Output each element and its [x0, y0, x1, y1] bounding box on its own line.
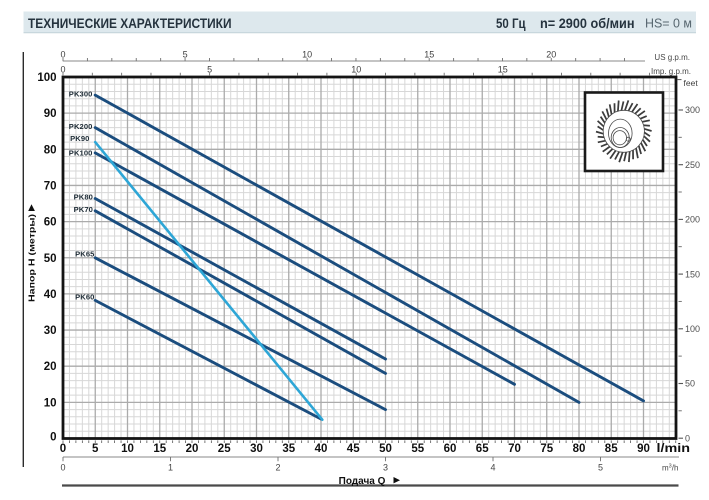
- svg-text:25: 25: [218, 443, 231, 455]
- svg-text:20: 20: [546, 49, 556, 59]
- svg-text:PK70: PK70: [74, 205, 93, 214]
- svg-text:30: 30: [250, 443, 263, 455]
- svg-text:3: 3: [383, 462, 388, 472]
- svg-text:Imp. g.p.m.: Imp. g.p.m.: [651, 67, 691, 76]
- svg-text:80: 80: [44, 144, 57, 156]
- svg-text:PK90: PK90: [70, 134, 89, 143]
- svg-text:10: 10: [351, 65, 361, 75]
- svg-text:0: 0: [685, 433, 690, 443]
- svg-text:300: 300: [685, 105, 700, 115]
- svg-text:45: 45: [347, 443, 360, 455]
- svg-text:50: 50: [379, 443, 392, 455]
- svg-text:40: 40: [44, 289, 57, 301]
- svg-text:150: 150: [685, 269, 700, 279]
- svg-text:0: 0: [60, 65, 65, 75]
- svg-text:20: 20: [44, 361, 57, 373]
- svg-text:5: 5: [598, 462, 603, 472]
- svg-text:0: 0: [50, 432, 56, 444]
- svg-text:2: 2: [275, 462, 280, 472]
- svg-text:4: 4: [490, 462, 495, 472]
- svg-text:l/min: l/min: [657, 443, 691, 455]
- svg-text:5: 5: [183, 49, 188, 59]
- svg-text:65: 65: [476, 443, 489, 455]
- svg-text:US g.p.m.: US g.p.m.: [654, 53, 690, 62]
- svg-text:60: 60: [444, 443, 457, 455]
- svg-text:5: 5: [92, 443, 99, 455]
- svg-text:30: 30: [44, 325, 57, 337]
- svg-text:10: 10: [302, 49, 312, 59]
- svg-text:250: 250: [685, 160, 700, 170]
- svg-text:feet: feet: [684, 78, 699, 88]
- svg-text:15: 15: [424, 49, 434, 59]
- svg-text:70: 70: [508, 443, 521, 455]
- svg-text:20: 20: [186, 443, 199, 455]
- svg-text:50 Гц: 50 Гц: [496, 16, 526, 31]
- svg-text:75: 75: [540, 443, 553, 455]
- svg-text:Подача Q: Подача Q: [339, 476, 386, 487]
- svg-text:ТЕХНИЧЕСКИЕ ХАРАКТЕРИСТИКИ: ТЕХНИЧЕСКИЕ ХАРАКТЕРИСТИКИ: [28, 15, 232, 31]
- svg-text:85: 85: [605, 443, 618, 455]
- svg-text:50: 50: [685, 379, 695, 389]
- svg-text:15: 15: [498, 65, 508, 75]
- svg-text:90: 90: [637, 443, 650, 455]
- svg-text:55: 55: [411, 443, 424, 455]
- svg-text:m3/h: m3/h: [662, 464, 678, 473]
- svg-text:40: 40: [315, 443, 328, 455]
- svg-text:HS= 0 м: HS= 0 м: [645, 16, 692, 31]
- svg-text:60: 60: [44, 217, 57, 229]
- svg-text:100: 100: [685, 324, 700, 334]
- svg-text:PK100: PK100: [69, 149, 93, 158]
- svg-text:35: 35: [282, 443, 295, 455]
- svg-text:PK60: PK60: [75, 293, 94, 302]
- svg-text:PK65: PK65: [75, 250, 95, 259]
- svg-text:100: 100: [37, 72, 56, 84]
- svg-text:5: 5: [207, 65, 212, 75]
- svg-text:10: 10: [44, 397, 57, 409]
- svg-text:0: 0: [60, 443, 66, 455]
- svg-text:200: 200: [685, 215, 700, 225]
- svg-text:0: 0: [60, 49, 65, 59]
- svg-text:50: 50: [44, 253, 57, 265]
- svg-text:PK300: PK300: [69, 90, 93, 99]
- svg-text:PK200: PK200: [69, 122, 93, 131]
- svg-text:70: 70: [44, 180, 57, 192]
- svg-text:1: 1: [168, 462, 173, 472]
- svg-text:0: 0: [60, 462, 65, 472]
- svg-text:Напор H (метры): Напор H (метры): [26, 214, 36, 302]
- svg-text:90: 90: [44, 108, 57, 120]
- svg-text:PK80: PK80: [74, 193, 93, 202]
- svg-text:10: 10: [121, 443, 134, 455]
- svg-text:15: 15: [153, 443, 166, 455]
- svg-text:80: 80: [573, 443, 586, 455]
- svg-text:n= 2900 об/мин: n= 2900 об/мин: [540, 16, 635, 31]
